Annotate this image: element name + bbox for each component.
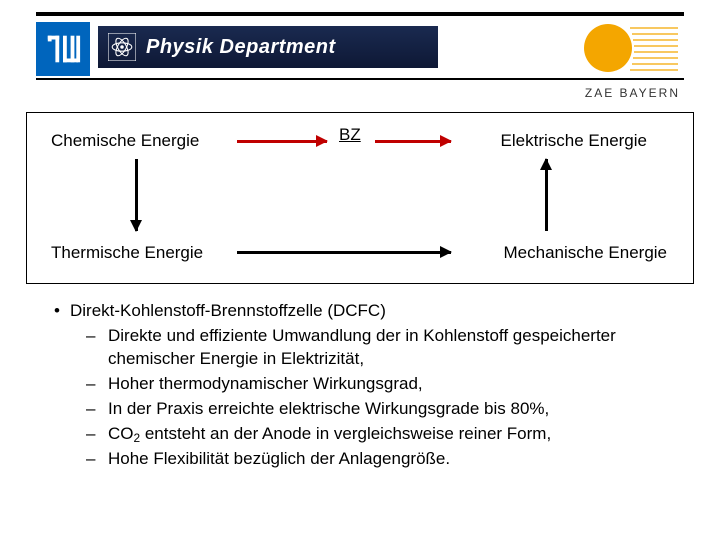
node-mechanische: Mechanische Energie xyxy=(504,243,667,263)
sub-bullet: – CO2 entsteht an der Anode in vergleich… xyxy=(86,423,680,446)
sub-mark: – xyxy=(86,398,108,421)
energy-diagram: Chemische Energie Elektrische Energie Th… xyxy=(26,112,694,284)
atom-icon xyxy=(108,33,136,61)
node-elektrische: Elektrische Energie xyxy=(501,131,647,151)
bullet-main: • Direkt-Kohlenstoff-Brennstoffzelle (DC… xyxy=(44,300,680,323)
sub-bullet: – In der Praxis erreichte elektrische Wi… xyxy=(86,398,680,421)
arrow-chem-to-bz xyxy=(237,140,327,143)
bullet-title: Direkt-Kohlenstoff-Brennstoffzelle (DCFC… xyxy=(70,300,386,323)
sub-text: CO2 entsteht an der Anode in vergleichsw… xyxy=(108,423,680,446)
node-thermische: Thermische Energie xyxy=(51,243,203,263)
sub-text: Hohe Flexibilität bezüglich der Anlageng… xyxy=(108,448,680,471)
sub-mark: – xyxy=(86,325,108,371)
sub-mark: – xyxy=(86,448,108,471)
physik-band: Physik Department xyxy=(98,26,438,68)
arrow-chem-to-therm xyxy=(135,159,138,231)
sun-logo xyxy=(580,20,680,76)
arrow-mech-to-elek xyxy=(545,159,548,231)
header-rule-top xyxy=(36,12,684,16)
sub-bullet: – Hoher thermodynamischer Wirkungsgrad, xyxy=(86,373,680,396)
sub-text: Hoher thermodynamischer Wirkungsgrad, xyxy=(108,373,680,396)
sub-mark: – xyxy=(86,423,108,446)
arrow-bz-to-elek xyxy=(375,140,451,143)
bz-label: BZ xyxy=(339,125,361,145)
sub-bullet: – Direkte und effiziente Umwandlung der … xyxy=(86,325,680,371)
arrow-therm-to-mech xyxy=(237,251,451,254)
sub-mark: – xyxy=(86,373,108,396)
sub-bullet-list: – Direkte und effiziente Umwandlung der … xyxy=(44,325,680,471)
tum-logo xyxy=(36,22,90,76)
zae-label: ZAE BAYERN xyxy=(585,86,680,100)
node-chemische: Chemische Energie xyxy=(51,131,199,151)
bullet-mark: • xyxy=(44,300,70,323)
bullet-list: • Direkt-Kohlenstoff-Brennstoffzelle (DC… xyxy=(44,300,680,471)
sub-bullet: – Hohe Flexibilität bezüglich der Anlage… xyxy=(86,448,680,471)
sun-icon xyxy=(580,20,680,76)
sub-text: In der Praxis erreichte elektrische Wirk… xyxy=(108,398,680,421)
tum-icon xyxy=(44,30,82,68)
physik-title: Physik Department xyxy=(146,36,336,59)
sub-text: Direkte und effiziente Umwandlung der in… xyxy=(108,325,680,371)
header: Physik Department xyxy=(36,12,684,80)
header-rule-bottom xyxy=(36,78,684,80)
